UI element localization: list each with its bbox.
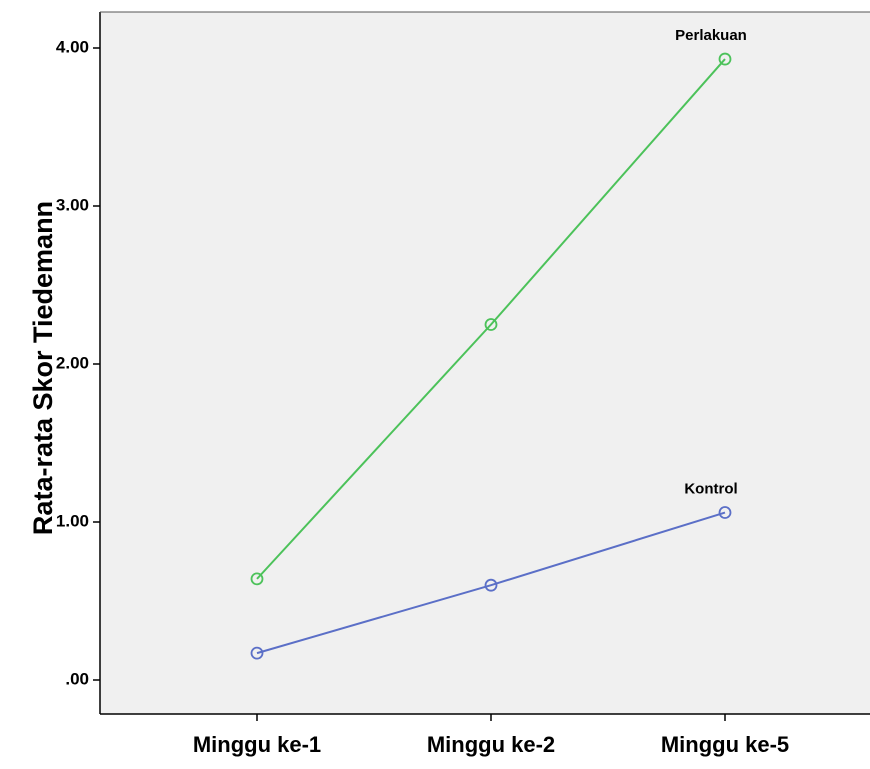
y-tick-label: 2.00	[56, 353, 89, 372]
x-tick-label: Minggu ke-1	[193, 732, 321, 757]
data-point-kontrol	[484, 578, 498, 592]
series-line-perlakuan	[256, 58, 726, 580]
y-tick-label: 4.00	[56, 37, 89, 56]
series-line-kontrol	[256, 511, 726, 655]
data-point-perlakuan	[718, 52, 732, 66]
y-tick-label: 1.00	[56, 511, 89, 530]
data-point-perlakuan	[250, 572, 264, 586]
y-tick-label: .00	[65, 669, 89, 688]
plot-area	[100, 12, 870, 714]
x-tick-label: Minggu ke-5	[661, 732, 789, 757]
y-tick-label: 3.00	[56, 195, 89, 214]
series-label-perlakuan: Perlakuan	[675, 27, 747, 44]
data-point-kontrol	[718, 506, 732, 519]
y-axis-label: Rata-rata Skor Tiedemann	[28, 201, 58, 535]
series-label-kontrol: Kontrol	[684, 481, 737, 498]
x-tick-label: Minggu ke-2	[427, 732, 555, 757]
data-point-perlakuan	[484, 318, 498, 331]
data-point-kontrol	[250, 646, 264, 660]
